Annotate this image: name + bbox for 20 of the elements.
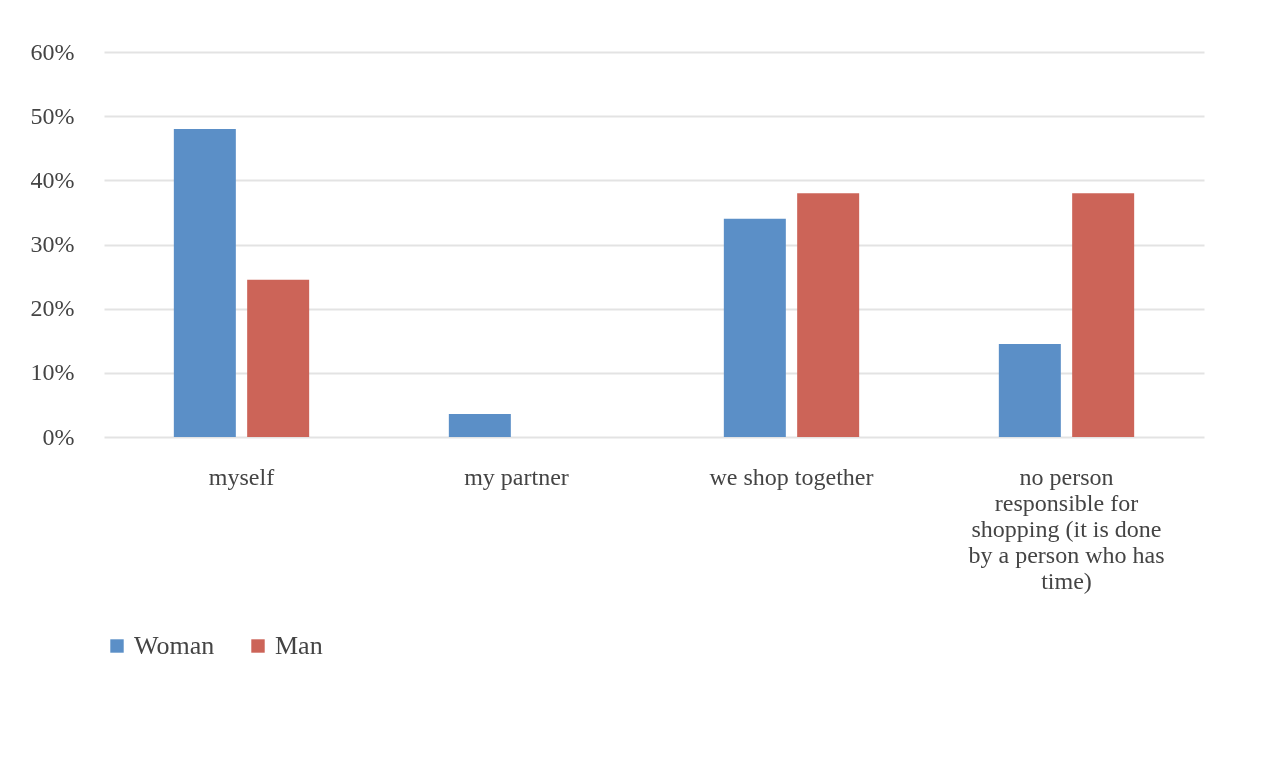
y-tick-label: 10%	[30, 359, 75, 386]
bar	[448, 413, 511, 437]
y-tick-label: 30%	[30, 231, 75, 257]
bar	[247, 279, 310, 437]
bar	[998, 343, 1061, 437]
y-tick-label: 60%	[30, 38, 75, 65]
bar	[723, 218, 786, 437]
bar	[173, 129, 236, 437]
y-tick-label: 50%	[30, 102, 75, 129]
y-tick-label: 20%	[30, 295, 75, 322]
x-tick-label: no person responsible for shopping (it is done by a person who has time)	[968, 463, 1165, 594]
legend-label: Man	[275, 631, 323, 660]
y-tick-label: 0%	[42, 423, 75, 450]
x-tick-label: myself	[208, 463, 275, 490]
x-tick-label: my partner	[464, 463, 569, 490]
x-tick-label: we shop together	[709, 463, 874, 490]
bar	[797, 193, 860, 437]
bar	[1072, 193, 1135, 437]
legend-label: Woman	[134, 631, 215, 660]
y-tick-label: 40%	[30, 166, 75, 193]
